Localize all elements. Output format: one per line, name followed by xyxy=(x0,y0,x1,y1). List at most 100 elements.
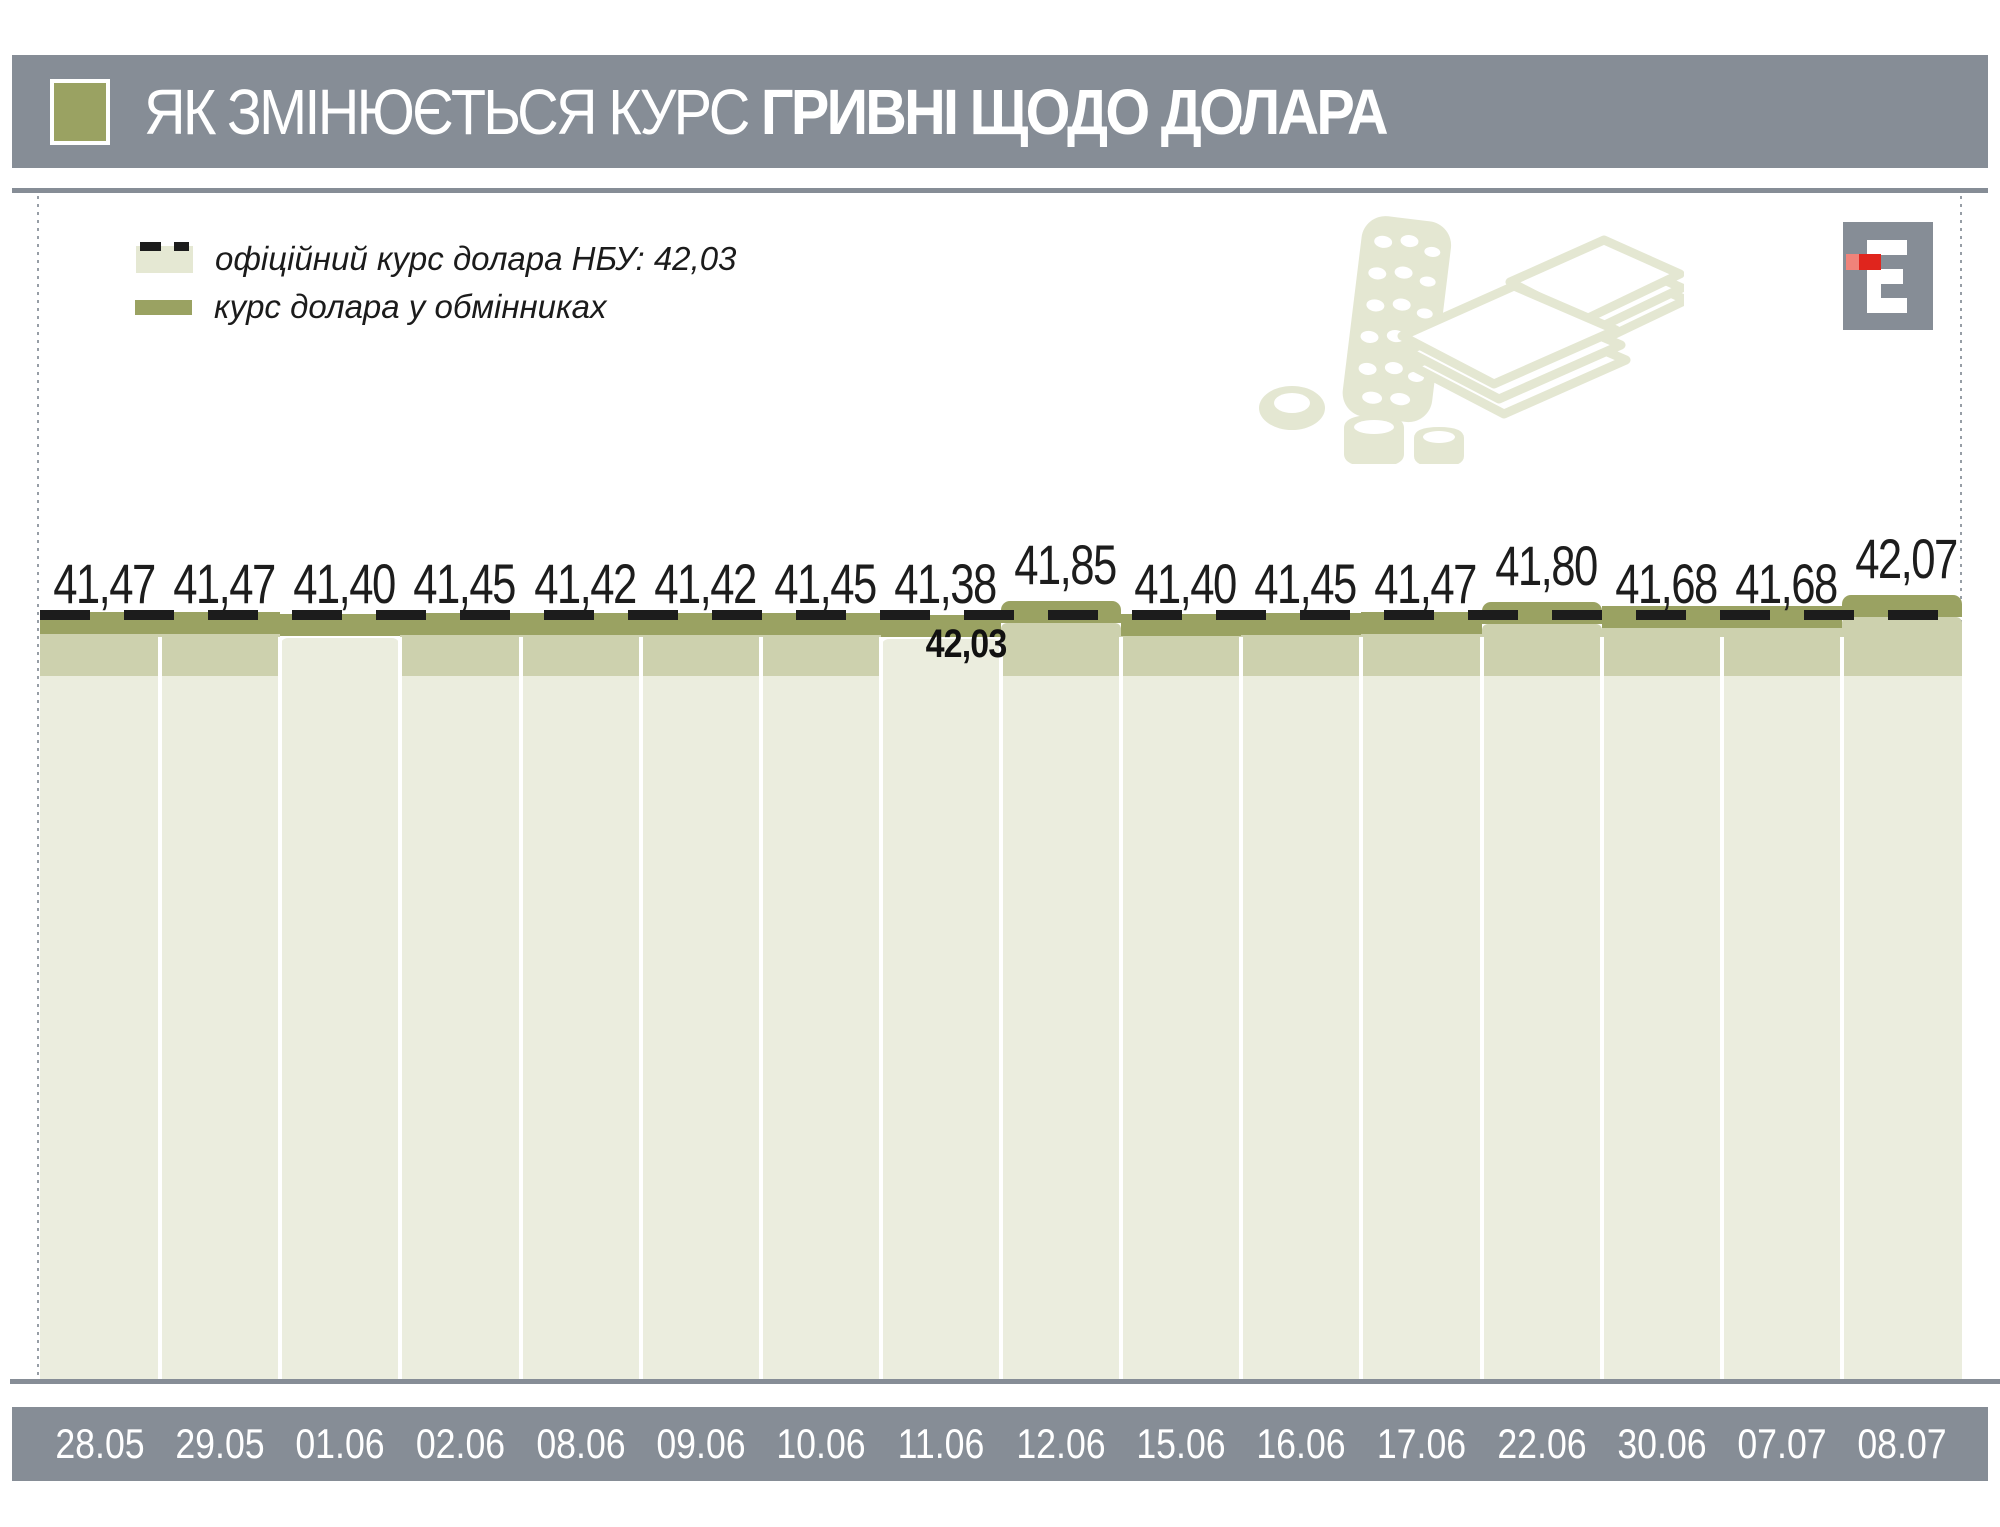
coins-icon xyxy=(1259,386,1464,464)
page-title: ЯК ЗМІНЮЄТЬСЯ КУРС ГРИВНІ ЩОДО ДОЛАРА xyxy=(144,75,1389,149)
date-label: 02.06 xyxy=(415,1420,506,1467)
column-separator xyxy=(1480,637,1484,1379)
column-separator xyxy=(398,637,402,1379)
logo-letter-bottom-bar xyxy=(1867,298,1907,313)
value-label: 42,07 xyxy=(1855,527,1958,590)
date-label: 29.05 xyxy=(175,1420,265,1467)
frame-top-line xyxy=(12,188,1988,193)
logo-red-accent-dark xyxy=(1859,254,1881,270)
frame-bottom-line xyxy=(10,1379,2000,1384)
date-label: 28.05 xyxy=(55,1420,145,1467)
date-label: 11.06 xyxy=(897,1420,985,1467)
area-light-fill xyxy=(1482,676,1602,1379)
value-label: 41,42 xyxy=(654,552,757,615)
column-separator xyxy=(999,637,1003,1379)
value-label: 41,40 xyxy=(1134,552,1237,615)
date-label: 30.06 xyxy=(1617,1420,1707,1467)
date-label: 12.06 xyxy=(1016,1420,1106,1467)
date-label: 16.06 xyxy=(1256,1420,1346,1467)
area-light-fill xyxy=(761,676,881,1379)
area-light-fill xyxy=(1842,676,1962,1379)
column-separator xyxy=(1119,637,1123,1379)
area-light-fill xyxy=(1241,676,1361,1379)
date-label: 08.06 xyxy=(536,1420,626,1467)
value-label: 41,80 xyxy=(1495,534,1598,597)
date-label: 15.06 xyxy=(1136,1420,1226,1467)
header-bar: ЯК ЗМІНЮЄТЬСЯ КУРС ГРИВНІ ЩОДО ДОЛАРА xyxy=(12,55,1988,168)
value-label: 41,68 xyxy=(1735,552,1838,615)
exchange-rate-line-segment xyxy=(881,615,1001,637)
area-light-fill xyxy=(521,676,641,1379)
value-label: 41,47 xyxy=(173,552,276,615)
value-label: 41,45 xyxy=(774,552,877,615)
column-separator xyxy=(759,637,763,1379)
logo-letter-mid-bar xyxy=(1867,269,1903,284)
area-inner-band xyxy=(1482,624,1602,676)
date-label: 09.06 xyxy=(656,1420,746,1467)
area-light-fill xyxy=(400,676,521,1379)
area-inner-band xyxy=(400,635,521,676)
date-label: 08.07 xyxy=(1857,1420,1947,1467)
value-label: 41,38 xyxy=(894,552,997,615)
column-separator xyxy=(1239,637,1243,1379)
legend-item-official: офіційний курс долара НБУ: 42,03 xyxy=(136,240,736,278)
espreso-logo xyxy=(1843,222,1933,330)
area-inner-band xyxy=(761,635,881,676)
area-light-fill xyxy=(881,639,1001,1379)
page-title-regular: ЯК ЗМІНЮЄТЬСЯ КУРС xyxy=(144,75,761,148)
area-inner-band xyxy=(1842,617,1962,676)
column-separator xyxy=(1600,637,1604,1379)
column-separator xyxy=(1359,637,1363,1379)
area-inner-band xyxy=(1001,623,1121,676)
value-label: 41,85 xyxy=(1014,533,1117,596)
chart-plot-area: 41,47 41,47 41,40 41,45 41,42 41,42 41,45 41,38… xyxy=(40,0,1962,1527)
date-label: 22.06 xyxy=(1497,1420,1587,1467)
money-icon xyxy=(1259,216,1684,464)
area-light-fill xyxy=(280,638,400,1379)
official-rate-dashed-line xyxy=(40,610,1962,620)
page-title-bold: ГРИВНІ ЩОДО ДОЛАРА xyxy=(760,75,1389,148)
date-label: 01.06 xyxy=(295,1420,385,1467)
column-separator xyxy=(278,637,282,1379)
area-light-fill xyxy=(40,676,160,1379)
column-separator xyxy=(519,637,523,1379)
column-separator xyxy=(1720,637,1724,1379)
frame-left-dotted-border xyxy=(37,196,39,1378)
area-light-fill xyxy=(1121,676,1241,1379)
area-light-fill xyxy=(1722,676,1842,1379)
date-label: 10.06 xyxy=(776,1420,866,1467)
value-label: 41,42 xyxy=(534,552,637,615)
title-marker-square xyxy=(50,78,110,145)
banknote-bundle-front-icon xyxy=(1397,281,1631,419)
area-light-fill xyxy=(1001,676,1121,1379)
value-label: 41,45 xyxy=(1254,552,1357,615)
area-inner-band xyxy=(1602,628,1722,676)
area-inner-band xyxy=(1722,628,1842,676)
value-label: 41,47 xyxy=(1374,552,1477,615)
area-inner-band xyxy=(1241,635,1361,676)
area-inner-band xyxy=(40,634,160,676)
legend-exchange-label: курс долара у обмінниках xyxy=(214,288,607,325)
official-rate-swatch xyxy=(136,241,193,273)
date-label: 17.06 xyxy=(1376,1420,1467,1467)
dashed-line-icon xyxy=(140,241,189,251)
exchange-rate-swatch xyxy=(135,299,192,315)
value-label: 41,45 xyxy=(413,552,516,615)
area-light-fill xyxy=(641,676,761,1379)
area-light-fill xyxy=(1361,676,1482,1379)
legend-item-exchange: курс долара у обмінниках xyxy=(135,288,606,326)
area-light-fill xyxy=(160,676,280,1379)
area-light-fill xyxy=(1602,676,1722,1379)
area-inner-band xyxy=(160,634,280,676)
date-label: 07.07 xyxy=(1737,1420,1827,1467)
area-inner-band xyxy=(641,635,761,676)
date-axis-bar: 28.05 29.05 01.06 02.06 08.06 09.06 10.06 11.06… xyxy=(12,1407,1988,1481)
official-rate-annotation: 42,03 xyxy=(925,622,1008,666)
area-inner-band xyxy=(1361,634,1482,676)
logo-red-accent-light xyxy=(1846,254,1859,270)
column-separator xyxy=(1840,637,1844,1379)
area-inner-band xyxy=(521,635,641,676)
area-inner-band xyxy=(1121,636,1241,676)
column-separator xyxy=(879,637,883,1379)
